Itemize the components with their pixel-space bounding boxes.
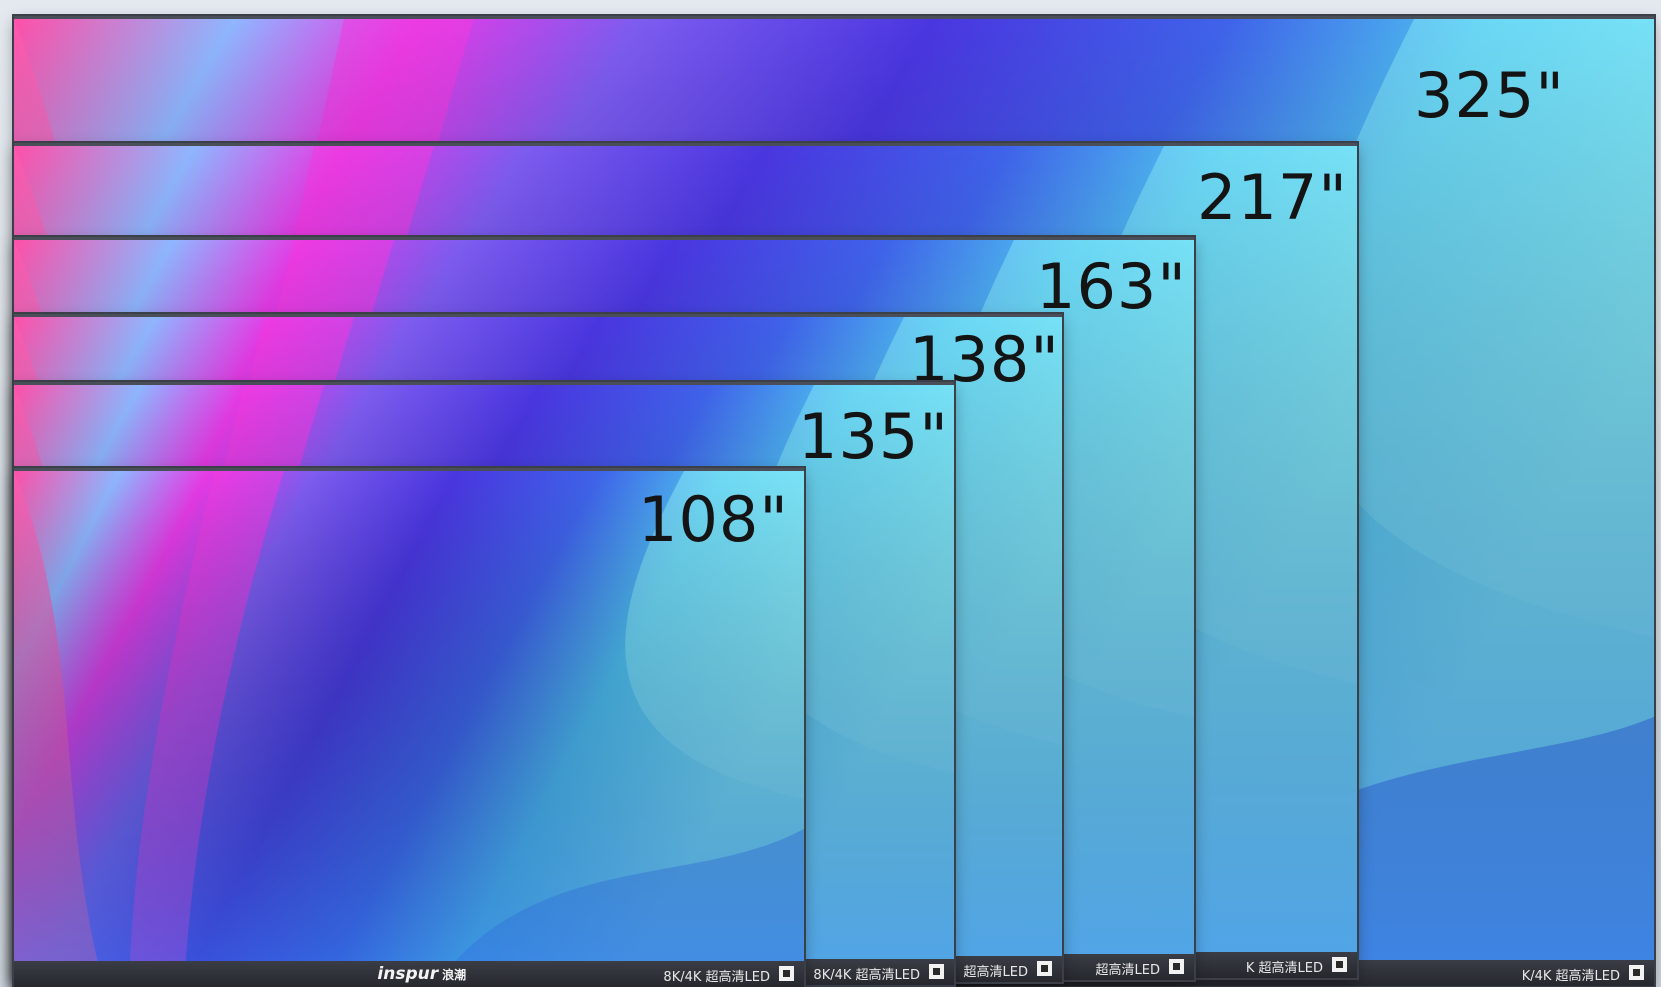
size-label-163: 163" bbox=[1036, 250, 1187, 323]
size-label-325: 325" bbox=[1414, 59, 1565, 132]
inspur-logo: inspur 浪潮 bbox=[377, 964, 466, 984]
size-label-217: 217" bbox=[1197, 161, 1348, 234]
brand-name: inspur bbox=[377, 964, 439, 984]
qr-code-icon bbox=[779, 966, 794, 981]
size-label-135: 135" bbox=[798, 400, 949, 473]
qr-code-icon bbox=[1332, 957, 1347, 972]
bezel-tag: 8K/4K 超高清LED bbox=[813, 968, 920, 983]
qr-code-icon bbox=[1169, 959, 1184, 974]
bezel-tag: 超高清LED bbox=[963, 965, 1028, 980]
size-label-108: 108" bbox=[638, 483, 789, 556]
qr-code-icon bbox=[929, 964, 944, 979]
bezel-tag: 8K/4K 超高清LED bbox=[663, 970, 770, 985]
qr-code-icon bbox=[1629, 965, 1644, 980]
wallpaper bbox=[14, 471, 804, 987]
bezel-tag: K 超高清LED bbox=[1245, 961, 1323, 976]
led-screen-108: 108" inspur 浪潮 8K/4K 超高清LED bbox=[14, 468, 804, 987]
bezel-tag: 超高清LED bbox=[1095, 963, 1160, 978]
qr-code-icon bbox=[1037, 961, 1052, 976]
bezel-tag: K/4K 超高清LED bbox=[1521, 969, 1620, 984]
brand-name-cn: 浪潮 bbox=[442, 968, 467, 982]
bezel-108: inspur 浪潮 8K/4K 超高清LED bbox=[14, 961, 804, 987]
